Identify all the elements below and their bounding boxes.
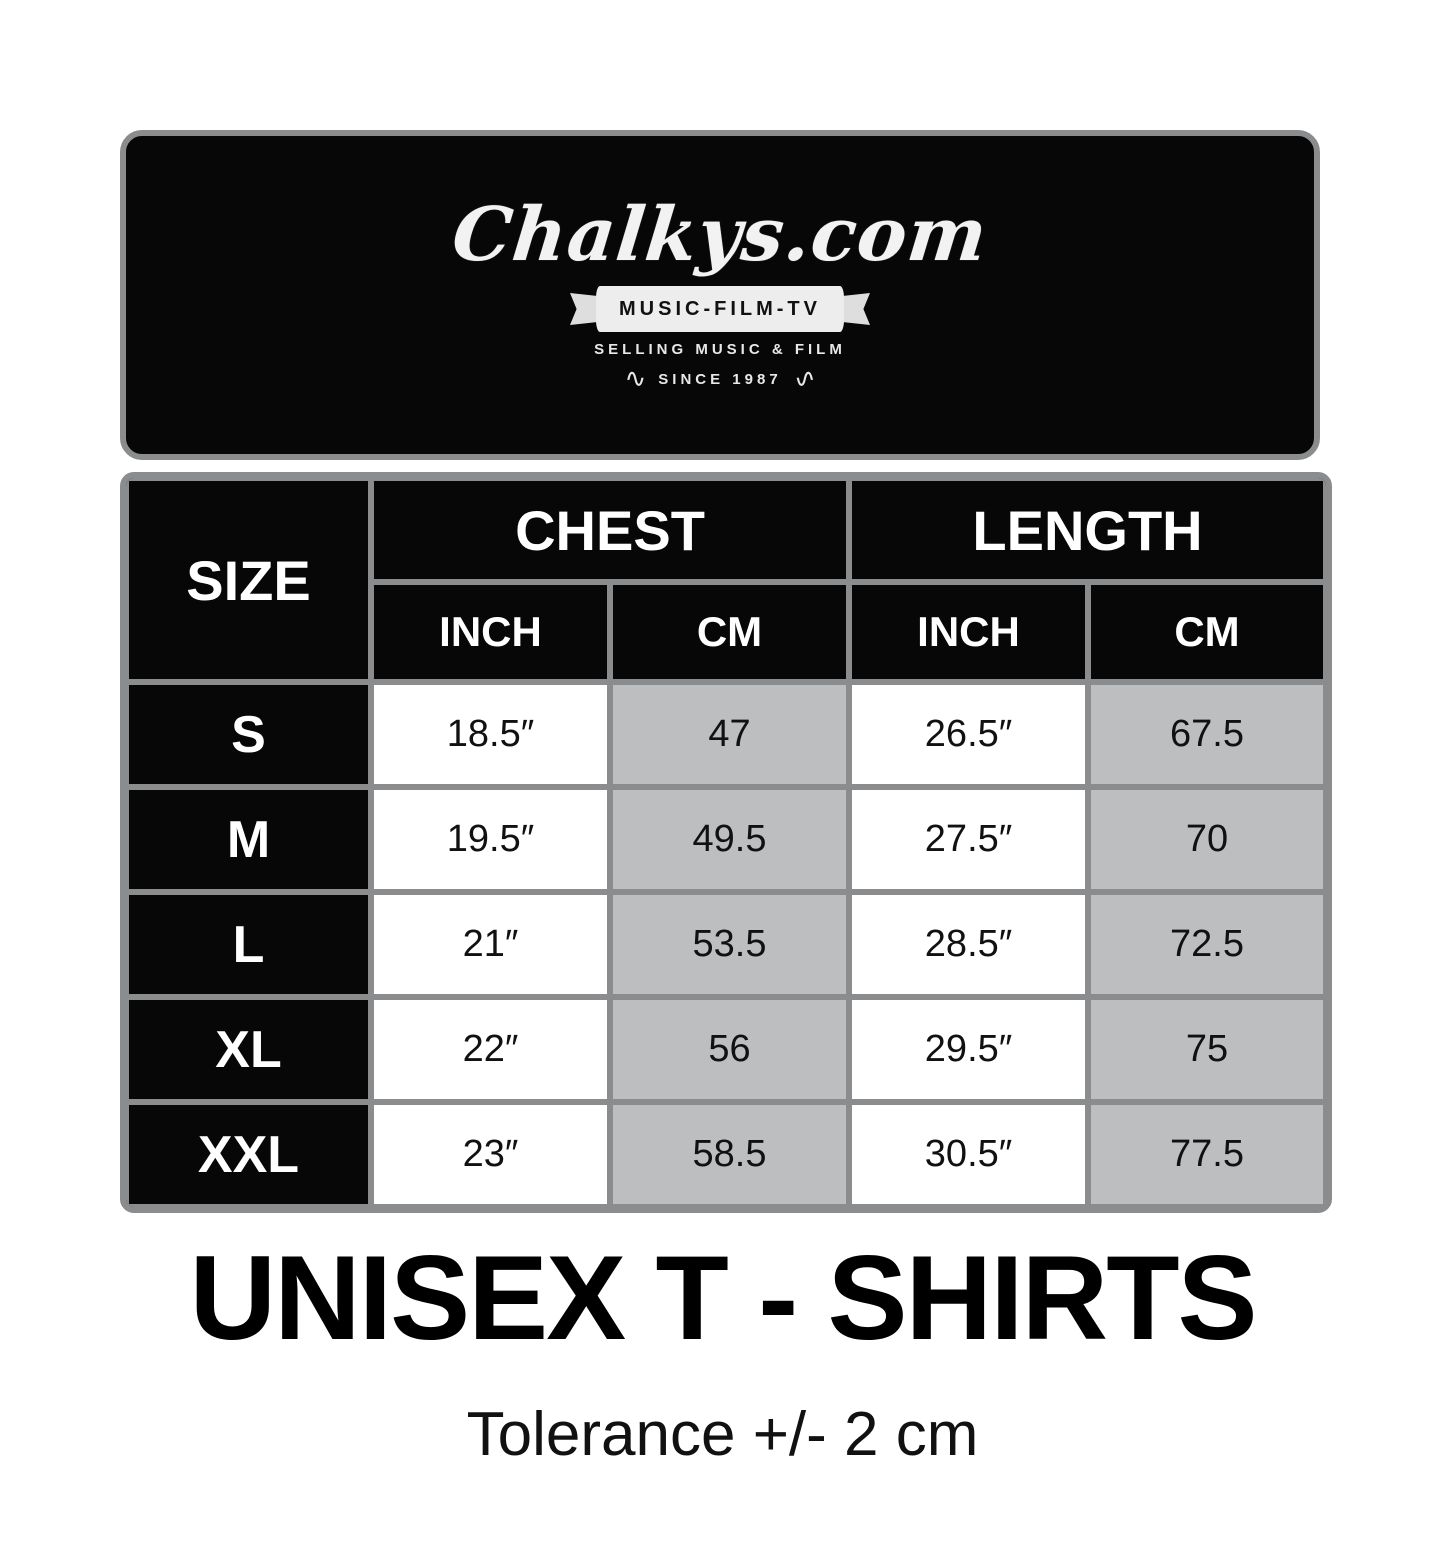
cell-length-cm: 72.5: [1088, 892, 1327, 997]
column-header-chest: CHEST: [371, 478, 850, 582]
table-row: S 18.5″ 47 26.5″ 67.5: [126, 682, 1327, 787]
since-label: SINCE 1987: [658, 370, 782, 388]
tolerance-note: Tolerance +/- 2 cm: [466, 1400, 979, 1469]
cell-size: L: [126, 892, 371, 997]
cell-length-cm: 70: [1088, 787, 1327, 892]
brand-tagline: SELLING MUSIC & FILM: [594, 341, 846, 358]
cell-chest-inch: 23″: [371, 1102, 610, 1207]
column-header-length: LENGTH: [849, 478, 1327, 582]
cell-length-inch: 29.5″: [849, 997, 1089, 1102]
column-header-chest-cm: CM: [610, 582, 850, 682]
cell-chest-cm: 47: [610, 682, 850, 787]
ribbon-body-shape: [596, 286, 844, 332]
ribbon-tail-right-icon: [840, 293, 870, 325]
column-header-size: SIZE: [126, 478, 371, 682]
cell-chest-cm: 53.5: [610, 892, 850, 997]
since-row: ∿ SINCE 1987 ∿: [624, 364, 816, 394]
column-header-length-inch: INCH: [849, 582, 1089, 682]
column-header-chest-inch: INCH: [371, 582, 610, 682]
flourish-left-icon: ∿: [624, 364, 647, 394]
cell-size: XXL: [126, 1102, 371, 1207]
cell-length-inch: 28.5″: [849, 892, 1089, 997]
table-row: M 19.5″ 49.5 27.5″ 70: [126, 787, 1327, 892]
cell-size: M: [126, 787, 371, 892]
ribbon-banner: MUSIC-FILM-TV: [570, 286, 870, 332]
ribbon-label: MUSIC-FILM-TV: [619, 297, 821, 320]
brand-name: Chalkys.com: [448, 192, 992, 278]
table-row: XXL 23″ 58.5 30.5″ 77.5: [126, 1102, 1327, 1207]
page-title: UNISEX T - SHIRTS: [189, 1231, 1257, 1365]
cell-chest-inch: 19.5″: [371, 787, 610, 892]
table-row: L 21″ 53.5 28.5″ 72.5: [126, 892, 1327, 997]
cell-length-inch: 26.5″: [849, 682, 1089, 787]
cell-size: S: [126, 682, 371, 787]
cell-chest-cm: 58.5: [610, 1102, 850, 1207]
table-row: XL 22″ 56 29.5″ 75: [126, 997, 1327, 1102]
cell-length-inch: 27.5″: [849, 787, 1089, 892]
cell-chest-cm: 56: [610, 997, 850, 1102]
brand-banner: MUSIC-FILM-TV SELLING MUSIC & FILM ∿ SIN…: [555, 286, 885, 394]
cell-size: XL: [126, 997, 371, 1102]
cell-chest-inch: 21″: [371, 892, 610, 997]
cell-chest-inch: 18.5″: [371, 682, 610, 787]
cell-length-inch: 30.5″: [849, 1102, 1089, 1207]
column-header-length-cm: CM: [1088, 582, 1327, 682]
table-header-row-units: INCH CM INCH CM: [126, 582, 1327, 682]
size-chart-table: SIZE CHEST LENGTH INCH CM INCH CM S 18.5…: [120, 472, 1333, 1213]
brand-logo-panel: Chalkys.com MUSIC-FILM-TV SELLING MUSIC …: [120, 130, 1320, 460]
cell-length-cm: 75: [1088, 997, 1327, 1102]
cell-chest-inch: 22″: [371, 997, 610, 1102]
cell-chest-cm: 49.5: [610, 787, 850, 892]
cell-length-cm: 77.5: [1088, 1102, 1327, 1207]
flourish-right-icon: ∿: [793, 364, 816, 394]
cell-length-cm: 67.5: [1088, 682, 1327, 787]
table-header-row-main: SIZE CHEST LENGTH: [126, 478, 1327, 682]
